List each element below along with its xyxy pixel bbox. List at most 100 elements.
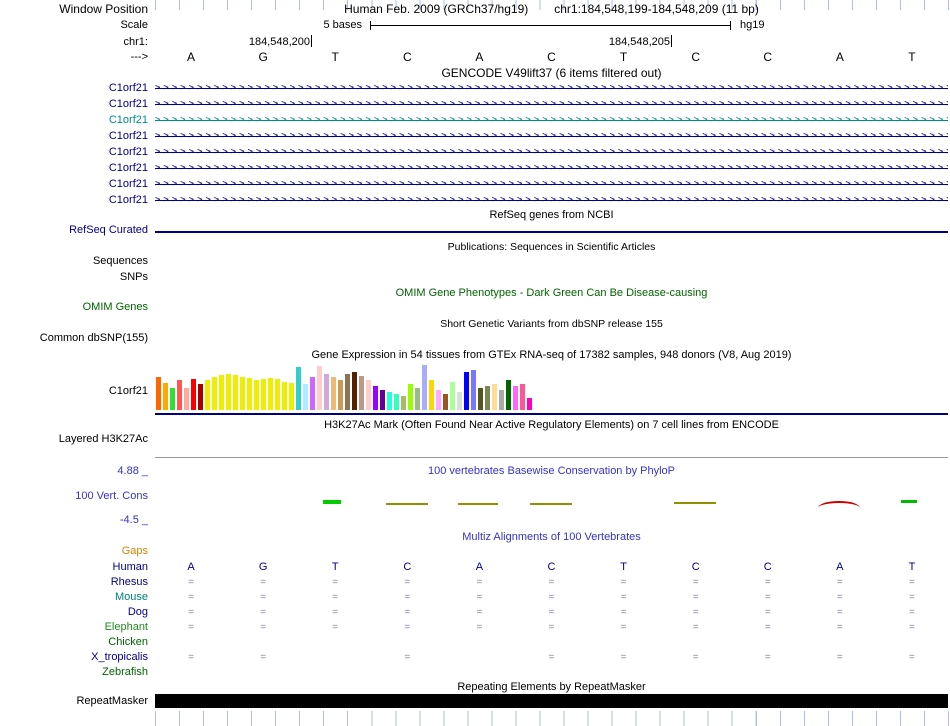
gtex-bar[interactable]	[352, 372, 357, 410]
track-label-refseq-curated[interactable]: RefSeq Curated	[69, 224, 148, 236]
gene-label[interactable]: C1orf21	[108, 146, 148, 158]
alignment-cells: = = = = = = = = = = =	[155, 620, 948, 635]
gtex-bar[interactable]	[268, 378, 273, 410]
gtex-bar[interactable]	[422, 365, 427, 410]
refseq-gene-item[interactable]	[155, 231, 948, 233]
gtex-bar[interactable]	[499, 390, 504, 410]
track-label-repeatmasker[interactable]: RepeatMasker	[76, 695, 148, 707]
gtex-bar[interactable]	[429, 380, 434, 410]
gtex-bar[interactable]	[212, 377, 217, 410]
publications-title: Publications: Sequences in Scientific Ar…	[447, 241, 656, 253]
gtex-bar[interactable]	[156, 377, 161, 410]
gtex-bar[interactable]	[310, 377, 315, 410]
gtex-bar[interactable]	[198, 384, 203, 410]
gtex-bar[interactable]	[226, 374, 231, 410]
track-label-gtex-gene[interactable]: C1orf21	[108, 385, 148, 397]
gtex-bars	[156, 365, 532, 410]
gtex-bar[interactable]	[450, 382, 455, 410]
gtex-bar[interactable]	[282, 382, 287, 410]
gtex-bar[interactable]	[338, 380, 343, 410]
gene-item[interactable]: >>>>>>>>>>>>>>>>>>>>>>>>>>>>>>>>>>>>>>>>…	[155, 96, 948, 112]
gene-row: C1orf21 >>>>>>>>>>>>>>>>>>>>>>>>>>>>>>>>>…	[0, 80, 950, 96]
gtex-bar[interactable]	[373, 386, 378, 410]
gene-item[interactable]: >>>>>>>>>>>>>>>>>>>>>>>>>>>>>>>>>>>>>>>>…	[155, 160, 948, 176]
track-label-snps[interactable]: SNPs	[119, 271, 148, 283]
species-label[interactable]: Human	[112, 561, 148, 573]
gene-item[interactable]: >>>>>>>>>>>>>>>>>>>>>>>>>>>>>>>>>>>>>>>>…	[155, 112, 948, 128]
align-cell: =	[188, 577, 194, 588]
gtex-bar[interactable]	[401, 396, 406, 410]
gtex-bar[interactable]	[289, 383, 294, 410]
gtex-bar[interactable]	[436, 390, 441, 410]
gtex-bar[interactable]	[324, 374, 329, 410]
multiz-rows: Human A G T C A C T C C A T Rhesus = = = = = = = = = = = Mouse = =…	[0, 560, 950, 682]
align-cell: =	[620, 652, 627, 663]
gtex-bar[interactable]	[471, 370, 476, 410]
gene-label[interactable]: C1orf21	[108, 178, 148, 190]
gtex-bar[interactable]	[331, 377, 336, 410]
track-label-100-vert-cons[interactable]: 100 Vert. Cons	[75, 490, 148, 502]
species-label[interactable]: Chicken	[108, 636, 148, 648]
gtex-bar[interactable]	[275, 379, 280, 410]
gene-label[interactable]: C1orf21	[108, 98, 148, 110]
gtex-bar[interactable]	[506, 380, 511, 410]
gtex-bar[interactable]	[485, 386, 490, 410]
gene-label[interactable]: C1orf21	[108, 162, 148, 174]
gtex-bar[interactable]	[520, 384, 525, 410]
base-4: C	[402, 50, 412, 64]
gtex-bar[interactable]	[254, 380, 259, 410]
gene-item[interactable]: >>>>>>>>>>>>>>>>>>>>>>>>>>>>>>>>>>>>>>>>…	[155, 80, 948, 96]
gtex-bar[interactable]	[191, 379, 196, 410]
track-label-h3k27ac[interactable]: Layered H3K27Ac	[58, 433, 148, 445]
multiz-row-dog: Dog = = = = = = = = = = =	[0, 605, 950, 620]
gtex-bar[interactable]	[247, 378, 252, 410]
gtex-bar[interactable]	[464, 372, 469, 410]
gtex-bar[interactable]	[478, 388, 483, 410]
align-cell: =	[836, 592, 843, 603]
gtex-bar[interactable]	[380, 390, 385, 410]
gtex-bar[interactable]	[387, 392, 392, 410]
repeatmasker-item[interactable]	[155, 694, 948, 708]
species-label[interactable]: Rhesus	[110, 576, 148, 588]
gtex-bar[interactable]	[415, 388, 420, 410]
gtex-bar[interactable]	[233, 375, 238, 410]
species-label[interactable]: Dog	[127, 606, 148, 618]
gene-label[interactable]: C1orf21	[108, 194, 148, 206]
gtex-bar[interactable]	[366, 380, 371, 410]
gtex-bar[interactable]	[492, 384, 497, 410]
gene-label[interactable]: C1orf21	[108, 82, 148, 94]
gtex-bar[interactable]	[408, 384, 413, 410]
species-label[interactable]: Zebrafish	[102, 666, 148, 678]
gtex-bar[interactable]	[443, 394, 448, 410]
gtex-bar[interactable]	[296, 367, 301, 410]
species-label[interactable]: X_tropicalis	[91, 651, 148, 663]
track-label-gaps[interactable]: Gaps	[121, 545, 148, 557]
gene-item[interactable]: >>>>>>>>>>>>>>>>>>>>>>>>>>>>>>>>>>>>>>>>…	[155, 192, 948, 208]
gene-item[interactable]: >>>>>>>>>>>>>>>>>>>>>>>>>>>>>>>>>>>>>>>>…	[155, 176, 948, 192]
track-label-common-dbsnp[interactable]: Common dbSNP(155)	[39, 332, 148, 344]
gtex-bar[interactable]	[163, 383, 168, 410]
gtex-bar[interactable]	[205, 380, 210, 410]
gtex-bar[interactable]	[359, 376, 364, 410]
gtex-bar[interactable]	[513, 386, 518, 410]
species-label[interactable]: Mouse	[114, 591, 148, 603]
gtex-bar[interactable]	[527, 398, 532, 410]
gene-label[interactable]: C1orf21	[108, 130, 148, 142]
gtex-bar[interactable]	[394, 394, 399, 410]
gtex-bar[interactable]	[170, 388, 175, 410]
track-label-sequences[interactable]: Sequences	[92, 255, 148, 267]
gtex-bar[interactable]	[457, 392, 462, 410]
gtex-bar[interactable]	[345, 374, 350, 410]
gtex-bar[interactable]	[177, 380, 182, 410]
gtex-bar[interactable]	[219, 375, 224, 410]
gtex-bar[interactable]	[184, 388, 189, 410]
gene-label[interactable]: C1orf21	[108, 114, 148, 126]
gene-item[interactable]: >>>>>>>>>>>>>>>>>>>>>>>>>>>>>>>>>>>>>>>>…	[155, 144, 948, 160]
gtex-bar[interactable]	[303, 384, 308, 410]
gtex-bar[interactable]	[240, 377, 245, 410]
gtex-bar[interactable]	[317, 366, 322, 410]
gtex-bar[interactable]	[261, 379, 266, 410]
gene-item[interactable]: >>>>>>>>>>>>>>>>>>>>>>>>>>>>>>>>>>>>>>>>…	[155, 128, 948, 144]
species-label[interactable]: Elephant	[104, 621, 148, 633]
track-label-omim-genes[interactable]: OMIM Genes	[82, 301, 148, 313]
